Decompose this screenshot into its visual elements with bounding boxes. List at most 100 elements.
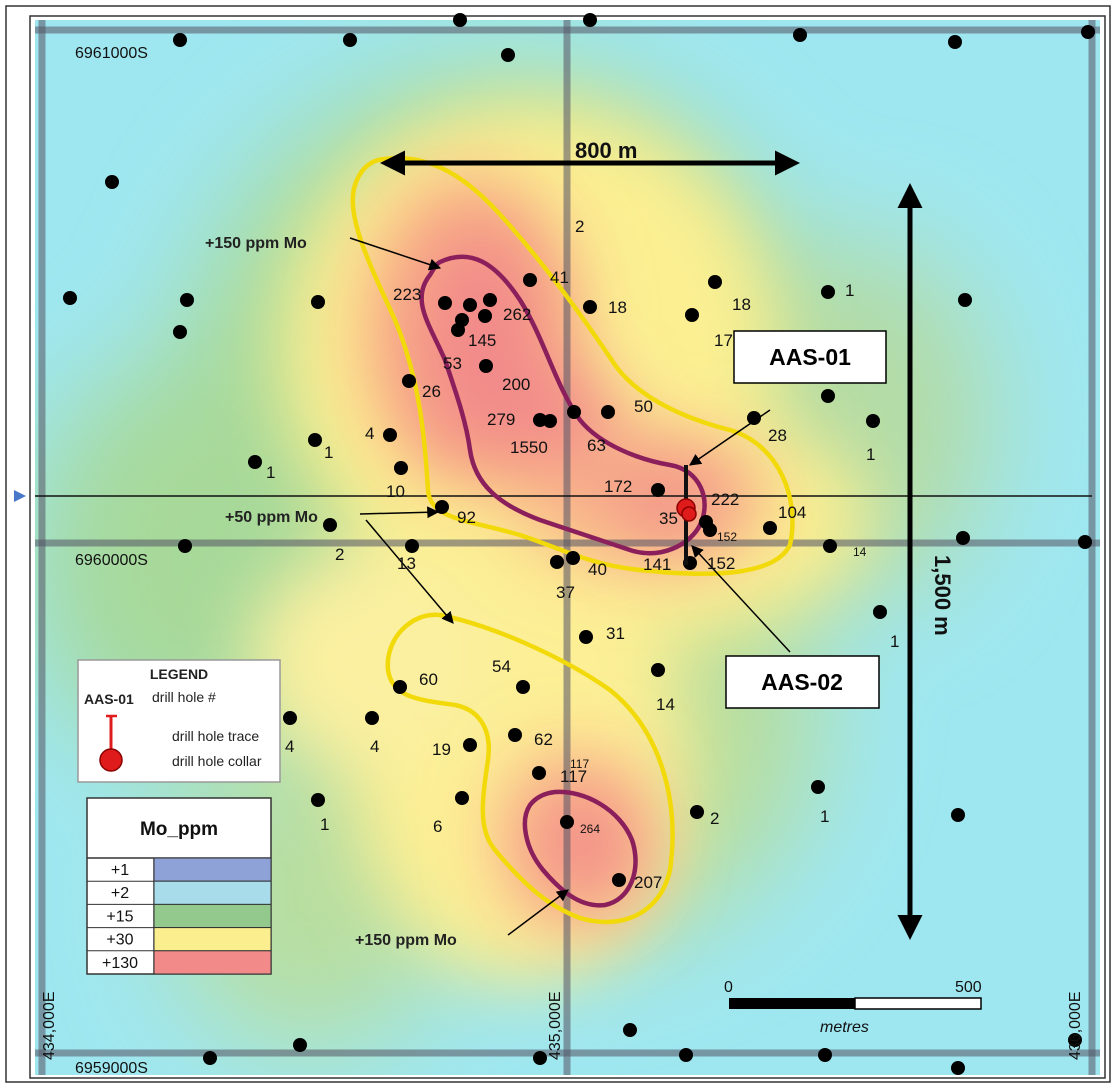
callout-aas-01: AAS-01 xyxy=(689,330,887,466)
mo-ppm-table: Mo_ppm +1 +2 +15 +30 +130 xyxy=(86,797,272,975)
sample-value-label: 40 xyxy=(588,560,607,579)
mo-table-row-label: +15 xyxy=(106,908,133,925)
sample-value-label: 1 xyxy=(266,463,275,482)
sample-value-label: 279 xyxy=(487,410,515,429)
sample-value-label: 1 xyxy=(845,281,854,300)
legend-hole-id-sample: AAS-01 xyxy=(84,691,134,707)
sample-value-label: 60 xyxy=(419,670,438,689)
callout-aas-02: AAS-02 xyxy=(691,545,880,709)
sample-value-label: 1550 xyxy=(510,438,548,457)
legend-collar-desc: drill hole collar xyxy=(172,753,262,769)
scale-bar: 0 500 metres xyxy=(724,979,982,1036)
mo-table-row-label: +2 xyxy=(111,885,129,902)
sample-value-label: 92 xyxy=(457,508,476,527)
annotation-50ppm: +50 ppm Mo xyxy=(225,509,318,526)
mo-table-header: Mo_ppm xyxy=(140,819,218,840)
sample-value-label: 145 xyxy=(468,331,496,350)
sample-value-label: 2 xyxy=(710,809,719,828)
sample-value-label: 54 xyxy=(492,657,511,676)
sample-value-label: 152 xyxy=(717,530,737,544)
sample-value-label: 223 xyxy=(393,285,421,304)
scale-unit: metres xyxy=(820,1019,869,1036)
contour-50-ppm-north xyxy=(350,155,795,577)
mo-table-row-label: +1 xyxy=(111,862,129,879)
contour-150-ppm-north xyxy=(419,254,707,556)
legend-trace-desc: drill hole trace xyxy=(172,728,259,744)
sample-value-label: 222 xyxy=(711,490,739,509)
coord-434000e: 434,000E xyxy=(41,991,58,1060)
mo-table-swatch xyxy=(153,950,272,975)
mo-table-swatch xyxy=(153,927,272,952)
sample-value-label: 41 xyxy=(550,268,569,287)
sample-value-label: 13 xyxy=(397,554,416,573)
drill-holes xyxy=(676,465,697,565)
sample-value-label: 1 xyxy=(820,807,829,826)
sample-value-label: 10 xyxy=(386,482,405,501)
sample-value-label: 6 xyxy=(433,817,442,836)
sample-value-label: 31 xyxy=(606,624,625,643)
scale-start: 0 xyxy=(724,979,733,996)
sample-value-label: 117 xyxy=(570,757,589,771)
sample-value-label: 14 xyxy=(853,545,867,559)
sample-value-label: 117 xyxy=(560,767,587,786)
sample-value-label: 63 xyxy=(587,436,606,455)
sample-value-label: 37 xyxy=(556,583,575,602)
legend-hole-id-desc: drill hole # xyxy=(152,689,216,705)
inner-frame xyxy=(29,15,1106,1079)
scale-end: 500 xyxy=(955,979,982,996)
sample-value-label: 1 xyxy=(324,443,333,462)
section-line-marker-icon xyxy=(14,490,26,502)
sample-value-label: 2 xyxy=(335,545,344,564)
coord-6961000s: 6961000S xyxy=(75,45,148,62)
sample-value-label: 200 xyxy=(502,375,530,394)
sample-value-label: 4 xyxy=(365,424,374,443)
contour-150-ppm-south xyxy=(522,789,638,908)
sample-value-label: 2 xyxy=(575,217,584,236)
sample-value-label: 104 xyxy=(778,503,806,522)
legend-title: LEGEND xyxy=(150,666,208,682)
sample-value-label: 18 xyxy=(732,295,751,314)
sample-value-label: 264 xyxy=(580,822,600,836)
sample-value-label: 35 xyxy=(659,509,678,528)
annotation-150ppm-lower: +150 ppm Mo xyxy=(355,932,457,949)
sample-value-label: 4 xyxy=(285,737,294,756)
sample-value-label: 14 xyxy=(656,695,675,714)
drill-hole-id-aas-02: AAS-02 xyxy=(761,669,843,695)
annotation-150ppm-upper: +150 ppm Mo xyxy=(205,235,307,252)
sample-value-label: 28 xyxy=(768,426,787,445)
sample-value-label: 141 xyxy=(643,555,671,574)
contours xyxy=(350,155,795,925)
legend-collar-icon xyxy=(99,748,123,772)
sample-value-label: 172 xyxy=(604,477,632,496)
sample-value-label: 152 xyxy=(707,554,735,573)
sample-value-label: 4 xyxy=(370,737,379,756)
coord-6960000s: 6960000S xyxy=(75,552,148,569)
dimension-label-800m: 800 m xyxy=(575,138,637,163)
sample-value-label: 17 xyxy=(714,331,733,350)
drill-hole-id-aas-01: AAS-01 xyxy=(769,344,851,370)
sample-value-label: 18 xyxy=(608,298,627,317)
legend: LEGEND AAS-01 drill hole # drill hole tr… xyxy=(77,659,281,783)
sample-value-label: 19 xyxy=(432,740,451,759)
coord-435000e: 435,000E xyxy=(547,991,564,1060)
mo-table-row-label: +130 xyxy=(102,955,138,972)
coord-436000e: 436,000E xyxy=(1067,991,1084,1060)
sample-value-label: 26 xyxy=(422,382,441,401)
dimension-label-1500m: 1,500 m xyxy=(930,555,955,636)
mo-table-swatch xyxy=(153,857,272,882)
sample-value-label: 53 xyxy=(443,354,462,373)
sample-value-label: 1 xyxy=(866,445,875,464)
sample-value-label: 62 xyxy=(534,730,553,749)
sample-value-label: 1 xyxy=(320,815,329,834)
coord-6959000s: 6959000S xyxy=(75,1060,148,1077)
mo-table-swatch xyxy=(153,903,272,929)
mo-table-swatch xyxy=(153,880,272,905)
sample-value-label: 1 xyxy=(890,632,899,651)
sample-value-label: 262 xyxy=(503,305,531,324)
contour-50-ppm-south xyxy=(385,612,675,925)
sample-value-label: 207 xyxy=(634,873,662,892)
sample-value-label: 50 xyxy=(634,397,653,416)
mo-table-row-label: +30 xyxy=(106,932,133,949)
